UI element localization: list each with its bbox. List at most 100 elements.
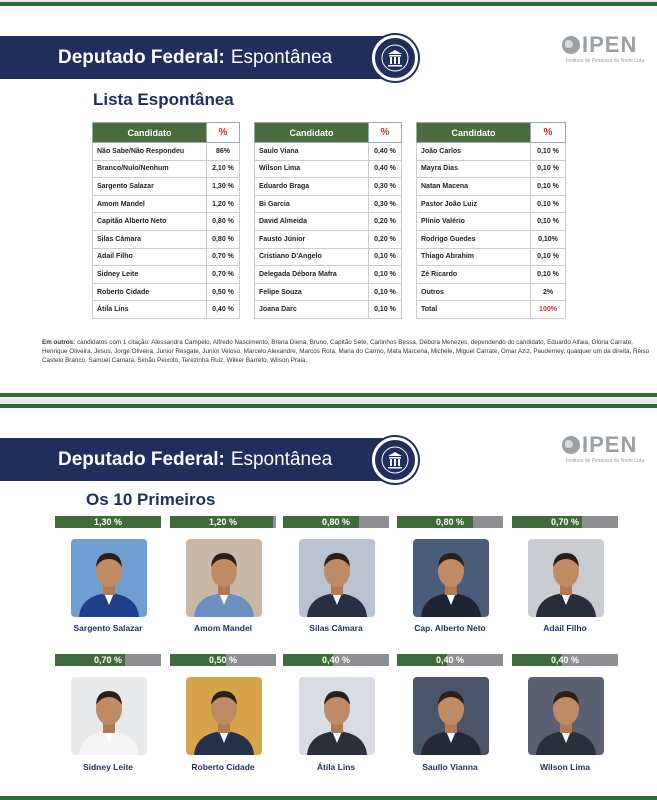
candidate-card: 1,20 % Amom Mandel	[170, 516, 276, 633]
percent-bar-fill	[170, 654, 227, 666]
candidate-name: Cap. Alberto Neto	[414, 623, 486, 633]
globe-icon	[562, 36, 580, 54]
banner-title-rest: Espontânea	[230, 448, 333, 470]
table-row: Capitão Alberto Neto 0,80 %	[92, 212, 240, 231]
percent-label: 0,80 %	[435, 517, 465, 527]
percent-label: 0,50 %	[208, 655, 238, 665]
candidate-percent: 0,70 %	[206, 247, 240, 267]
candidate-name: João Carlos	[416, 142, 531, 161]
candidate-name: Adail Filho	[92, 247, 207, 267]
candidate-name: Outros	[416, 282, 531, 302]
candidate-card: 1,30 % Sargento Salazar	[55, 516, 161, 633]
percent-bar: 1,30 %	[55, 516, 161, 528]
percent-label: 1,20 %	[208, 517, 238, 527]
candidate-photo	[413, 677, 489, 755]
table-row: Fausto Júnior 0,20 %	[254, 229, 402, 249]
table-row: Mayra Dias 0,10 %	[416, 159, 566, 179]
percent-bar: 0,80 %	[397, 516, 503, 528]
candidate-name: Átila Lins	[316, 762, 356, 772]
candidate-percent: 0,10%	[530, 229, 566, 249]
table-row: Zé Ricardo 0,10 %	[416, 265, 566, 284]
table-row: Sargento Salazar 1,30 %	[92, 177, 240, 196]
candidate-name: Zé Ricardo	[416, 265, 531, 284]
table-row: Saulo Viana 0,40 %	[254, 142, 402, 161]
candidate-percent: 0,30 %	[368, 194, 402, 214]
table-row: Delegada Débora Mafra 0,10 %	[254, 265, 402, 284]
candidate-percent: 0,10 %	[530, 194, 566, 214]
table-row: Eduardo Braga 0,30 %	[254, 177, 402, 196]
percent-bar: 0,70 %	[55, 654, 161, 666]
col-header-candidate: Candidato	[254, 122, 369, 143]
candidate-percent: 0,80 %	[206, 229, 240, 249]
col-header-percent: %	[206, 122, 240, 143]
table-row: Átila Lins 0,40 %	[92, 300, 240, 319]
candidate-card: 0,70 % Sidney Leite	[55, 654, 161, 772]
candidate-name: Mayra Dias	[416, 159, 531, 179]
candidate-percent: 0,30 %	[368, 177, 402, 196]
top-divider	[0, 404, 657, 408]
candidate-name: Átila Lins	[92, 300, 207, 319]
table-row: Joana Darc 0,10 %	[254, 300, 402, 319]
candidate-photo	[71, 677, 147, 755]
chamber-seal-icon	[372, 35, 418, 81]
candidate-name: Rodrigo Guedes	[416, 229, 531, 249]
candidate-name: Amom Mandel	[193, 623, 253, 633]
title-banner: Deputado Federal: Espontânea	[0, 438, 392, 481]
percent-bar: 0,40 %	[283, 654, 389, 666]
candidate-name: Thiago Abrahim	[416, 247, 531, 267]
candidate-percent: 0,10 %	[530, 142, 566, 161]
candidate-percent: 100%	[530, 300, 566, 319]
percent-bar-fill	[55, 654, 125, 666]
outros-label: Em outros:	[42, 339, 76, 346]
chamber-seal-icon	[372, 437, 418, 483]
bottom-divider	[0, 393, 657, 397]
table-row: Adail Filho 0,70 %	[92, 247, 240, 267]
percent-bar-fill	[283, 654, 333, 666]
col-header-percent: %	[368, 122, 402, 143]
section-title: Os 10 Primeiros	[86, 490, 216, 509]
candidate-name: Plínio Valério	[416, 212, 531, 231]
candidate-name: Cristiano D'Angelo	[254, 247, 369, 267]
table-row: Rodrigo Guedes 0,10%	[416, 229, 566, 249]
percent-bar-fill	[512, 654, 562, 666]
percent-bar: 0,40 %	[397, 654, 503, 666]
percent-label: 0,40 %	[550, 655, 580, 665]
candidate-name: Sargento Salazar	[73, 623, 143, 633]
ipen-logo: IPEN Instituto de Pesquisa do Norte Ltda	[562, 32, 644, 64]
percent-bar: 0,40 %	[512, 654, 618, 666]
candidate-percent: 0,10 %	[368, 247, 402, 267]
table-row: Cristiano D'Angelo 0,10 %	[254, 247, 402, 267]
table-row: Felipe Souza 0,10 %	[254, 282, 402, 302]
candidate-card: 0,40 % Wilson Lima	[512, 654, 618, 772]
logo-subtitle: Instituto de Pesquisa do Norte Ltda	[566, 58, 645, 64]
table-row: David Almeida 0,20 %	[254, 212, 402, 231]
globe-icon	[562, 436, 580, 454]
candidate-percent: 86%	[206, 142, 240, 161]
candidate-percent: 2,10 %	[206, 159, 240, 179]
candidate-card: 0,80 % Cap. Alberto Neto	[397, 516, 503, 633]
candidate-photo	[71, 539, 147, 617]
candidate-name: Natan Macena	[416, 177, 531, 196]
table-row: Wilson Lima 0,40 %	[254, 159, 402, 179]
candidate-percent: 0,10 %	[530, 247, 566, 267]
candidate-name: Não Sabe/Não Respondeu	[92, 142, 207, 161]
slide-top-10: Deputado Federal: Espontânea IPEN Instit…	[0, 404, 657, 800]
candidate-percent: 0,50 %	[206, 282, 240, 302]
candidate-name: Fausto Júnior	[254, 229, 369, 249]
candidate-name: Adail Filho	[543, 623, 587, 633]
candidate-percent: 0,10 %	[368, 300, 402, 319]
table-row: Natan Macena 0,10 %	[416, 177, 566, 196]
percent-bar: 0,70 %	[512, 516, 618, 528]
candidate-photo	[413, 539, 489, 617]
candidate-name: Saullo Vianna	[422, 762, 478, 772]
candidate-percent: 0,10 %	[368, 282, 402, 302]
candidate-percent: 0,10 %	[530, 177, 566, 196]
candidate-percent: 0,40 %	[368, 159, 402, 179]
table-row: Sidney Leite 0,70 %	[92, 265, 240, 284]
candidate-name: Saulo Viana	[254, 142, 369, 161]
candidate-percent: 2%	[530, 282, 566, 302]
table-row: Branco/Nulo/Nenhum 2,10 %	[92, 159, 240, 179]
percent-bar-fill	[55, 516, 161, 528]
percent-label: 1,30 %	[93, 517, 123, 527]
candidates-table-2: Candidato % Saulo Viana 0,40 % Wilson Lima…	[254, 122, 402, 319]
